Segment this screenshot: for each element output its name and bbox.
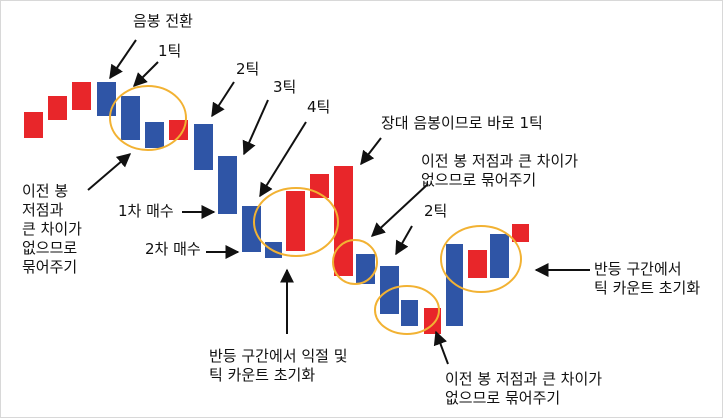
bull-candle: [24, 112, 43, 138]
bear-candle: [242, 206, 261, 252]
bear-candle: [446, 244, 463, 326]
label-tick-1: 1틱: [158, 42, 182, 60]
bear-candle: [490, 234, 509, 278]
label-buy-1: 1차 매수: [118, 202, 174, 220]
bull-candle: [72, 82, 91, 110]
label-bear-switch: 음봉 전환: [133, 12, 193, 30]
label-tick-3: 3틱: [273, 78, 297, 96]
bear-candle: [145, 122, 164, 148]
label-rebound-bottom: 반등 구간에서 익절 및 틱 카운트 초기화: [209, 347, 348, 384]
pointer-arrow: [370, 183, 429, 237]
pointer-arrow: [433, 330, 449, 365]
highlight-ring: [109, 85, 187, 151]
label-tick-2b: 2틱: [424, 202, 448, 220]
bull-candle: [512, 224, 529, 242]
label-long-bear: 장대 음봉이므로 바로 1틱: [381, 114, 543, 132]
pointer-arrow: [133, 61, 159, 87]
highlight-ring: [374, 285, 440, 335]
bull-candle: [468, 250, 487, 278]
pointer-arrow: [87, 153, 132, 191]
bull-candle: [48, 96, 67, 120]
bear-candle: [121, 96, 140, 140]
label-bundle-bottom: 이전 봉 저점과 큰 차이가 없으므로 묶어주기: [445, 370, 603, 407]
label-bundle-left: 이전 봉 저점과 큰 차이가 없으므로 묶어주기: [22, 182, 82, 276]
pointer-arrow: [395, 225, 413, 256]
pointer-arrow: [259, 121, 307, 198]
pointer-arrow: [242, 99, 269, 156]
label-bundle-mid: 이전 봉 저점과 큰 차이가 없으므로 묶어주기: [421, 152, 579, 189]
label-tick-4: 4틱: [307, 98, 331, 116]
bear-candle: [194, 124, 213, 170]
highlight-ring: [440, 225, 522, 293]
label-rebound-right: 반등 구간에서 틱 카운트 초기화: [594, 260, 701, 297]
bear-candle: [401, 300, 418, 326]
label-buy-2: 2차 매수: [145, 240, 201, 258]
bull-candle: [169, 120, 188, 140]
label-tick-2: 2틱: [236, 60, 260, 78]
pointer-arrow: [109, 39, 137, 80]
highlight-ring: [253, 187, 339, 257]
pointer-arrow: [211, 81, 235, 118]
pointer-arrow: [360, 137, 382, 166]
bull-candle: [286, 191, 305, 251]
bear-candle: [218, 156, 237, 214]
highlight-ring: [332, 239, 378, 285]
